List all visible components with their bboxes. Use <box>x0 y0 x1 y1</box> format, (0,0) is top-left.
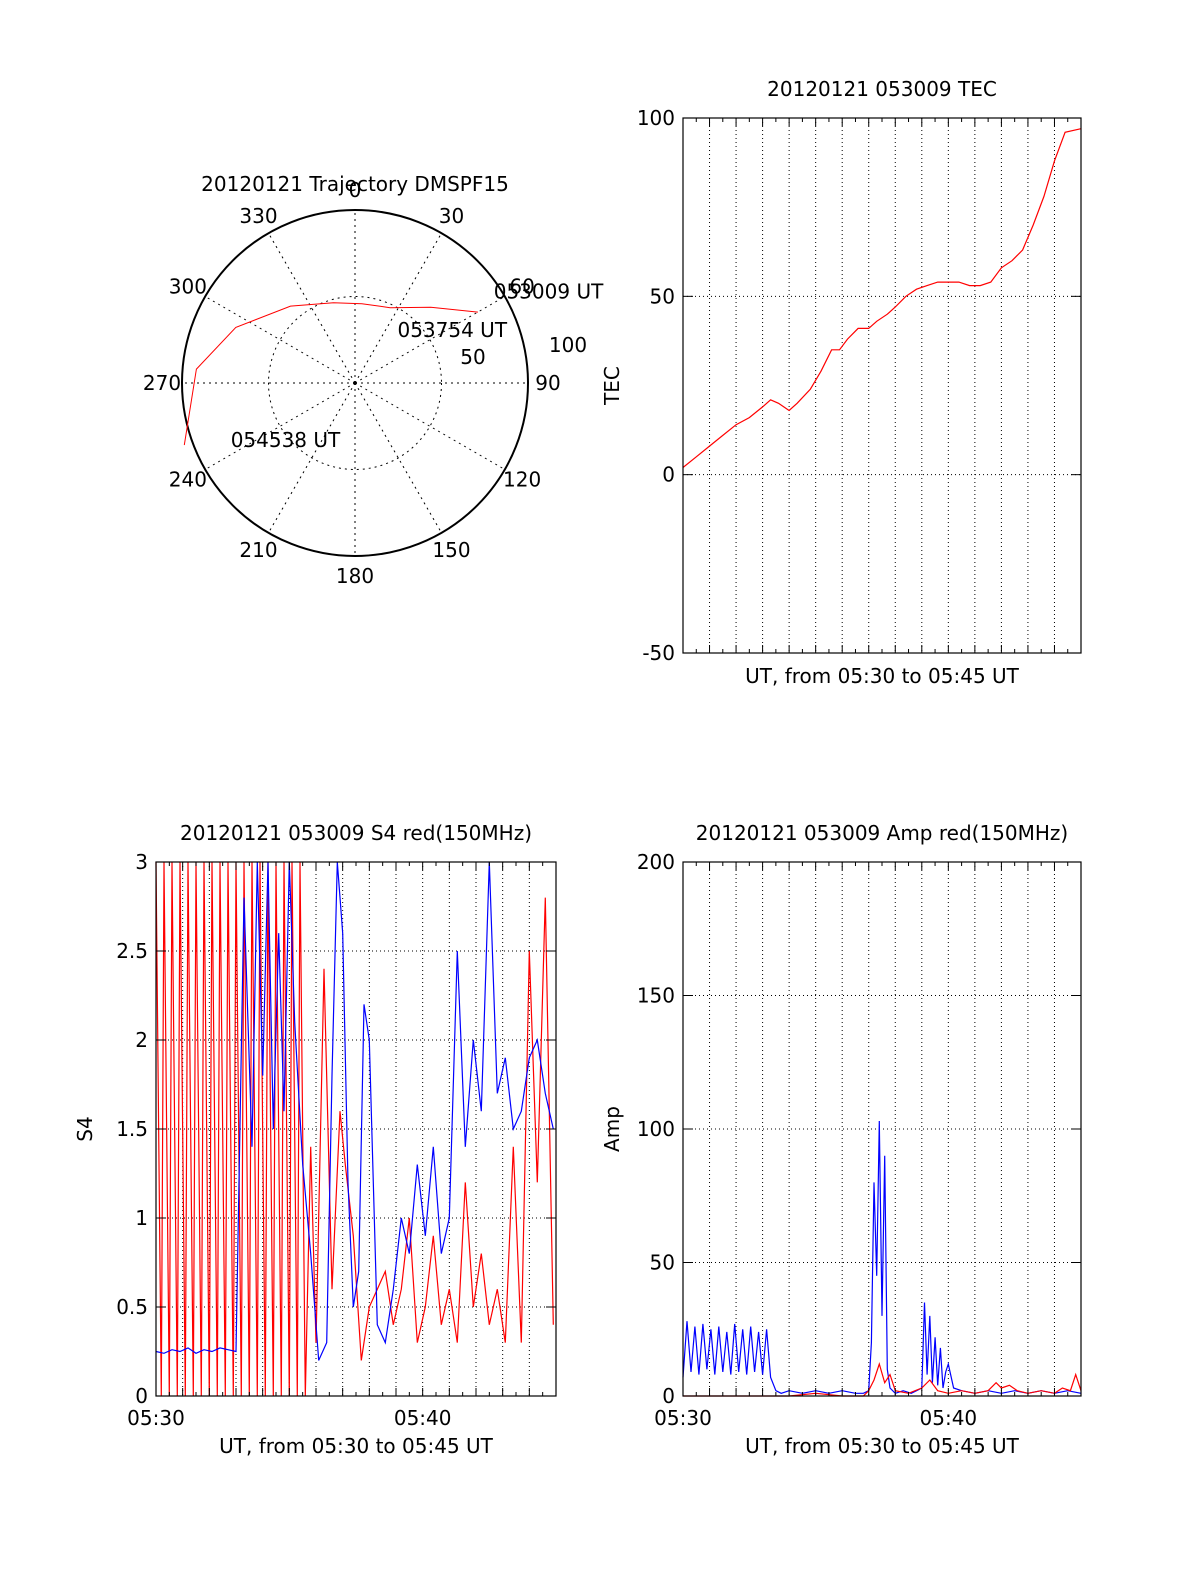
y-axis-label: Amp <box>600 1106 624 1152</box>
y-tick-label: 200 <box>637 850 675 874</box>
trajectory-line <box>183 302 478 446</box>
trajectory-polar-chart: 20120121 Trajectory DMSPF15 0 30 60 90 120 15… <box>143 172 604 588</box>
polar-radial-labels: 50 100 <box>460 333 587 369</box>
polar-angle-label: 240 <box>169 468 207 492</box>
y-tick-label: 50 <box>650 1251 675 1275</box>
amp-chart: 20120121 053009 Amp red(150MHz) 0 50 100 150… <box>600 821 1082 1458</box>
polar-inner-ring <box>268 296 442 470</box>
polar-angle-label: 90 <box>535 371 560 395</box>
polar-spoke <box>354 382 506 470</box>
y-tick-label: 2 <box>135 1028 148 1052</box>
data-series-line <box>682 128 1082 468</box>
y-tick-label: 100 <box>637 106 675 130</box>
s4-chart: 20120121 053009 S4 red(150MHz) 0 0.5 1 1.5 2 2… <box>73 821 557 1458</box>
trajectory-time-label: 054538 UT <box>231 428 341 452</box>
x-axis-label: UT, from 05:30 to 05:45 UT <box>219 1434 494 1458</box>
polar-angle-label: 330 <box>239 204 277 228</box>
polar-spoke <box>204 382 356 470</box>
y-tick-label: 0.5 <box>116 1295 148 1319</box>
trajectory-annotations: 053009 UT 053754 UT 054538 UT <box>231 280 604 452</box>
y-tick-label: 50 <box>650 284 675 308</box>
trajectory-time-label: 053754 UT <box>397 318 507 342</box>
polar-radial-label: 100 <box>549 333 587 357</box>
polar-angle-label: 0 <box>349 178 362 202</box>
x-axis-label: UT, from 05:30 to 05:45 UT <box>745 1434 1020 1458</box>
data-series-line <box>683 1361 1082 1397</box>
polar-angle-label: 270 <box>143 371 181 395</box>
chart-title: 20120121 053009 Amp red(150MHz) <box>696 821 1068 845</box>
y-tick-label: 3 <box>135 850 148 874</box>
polar-angle-label: 60 <box>509 275 534 299</box>
y-axis-label: TEC <box>600 366 624 406</box>
y-tick-label: 100 <box>637 1117 675 1141</box>
polar-angle-label: 150 <box>432 538 470 562</box>
polar-angle-label: 30 <box>439 204 464 228</box>
polar-spoke <box>354 296 506 384</box>
data-series-line <box>155 861 554 1397</box>
x-tick-label: 05:30 <box>654 1406 712 1430</box>
data-series-line <box>682 1120 1082 1394</box>
polar-spoke <box>268 232 356 384</box>
trajectory-time-label: 053009 UT <box>494 280 604 304</box>
polar-grid <box>181 209 529 557</box>
polar-spoke <box>204 296 356 384</box>
y-tick-label: -50 <box>642 641 675 665</box>
polar-outer-ring <box>181 209 529 557</box>
y-tick-label: 0 <box>135 1384 148 1408</box>
polar-radial-label: 50 <box>460 345 485 369</box>
x-tick-label: 05:40 <box>394 1406 452 1430</box>
x-tick-label: 05:30 <box>127 1406 185 1430</box>
y-tick-label: 1 <box>135 1206 148 1230</box>
y-tick-label: 150 <box>637 984 675 1008</box>
polar-angle-label: 180 <box>336 564 374 588</box>
polar-title: 20120121 Trajectory DMSPF15 <box>201 172 509 196</box>
chart-title: 20120121 053009 S4 red(150MHz) <box>180 821 532 845</box>
plot-frame <box>682 117 1082 654</box>
polar-angle-labels: 0 30 60 90 120 150 180 210 240 270 300 330 <box>143 178 561 588</box>
data-series-line <box>155 861 554 1361</box>
polar-spoke <box>268 382 356 534</box>
y-axis-label: S4 <box>73 1116 97 1141</box>
polar-angle-label: 210 <box>239 538 277 562</box>
y-tick-label: 1.5 <box>116 1117 148 1141</box>
polar-angle-label: 300 <box>169 275 207 299</box>
y-tick-label: 0 <box>662 463 675 487</box>
chart-title: 20120121 053009 TEC <box>767 77 997 101</box>
polar-spoke <box>354 232 442 384</box>
y-tick-label: 0 <box>662 1384 675 1408</box>
y-tick-label: 2.5 <box>116 939 148 963</box>
x-axis-label: UT, from 05:30 to 05:45 UT <box>745 664 1020 688</box>
tec-chart: 20120121 053009 TEC -50 0 50 100 UT, from 05:… <box>600 77 1082 688</box>
polar-spoke <box>354 382 442 534</box>
polar-angle-label: 120 <box>503 468 541 492</box>
x-tick-label: 05:40 <box>920 1406 978 1430</box>
